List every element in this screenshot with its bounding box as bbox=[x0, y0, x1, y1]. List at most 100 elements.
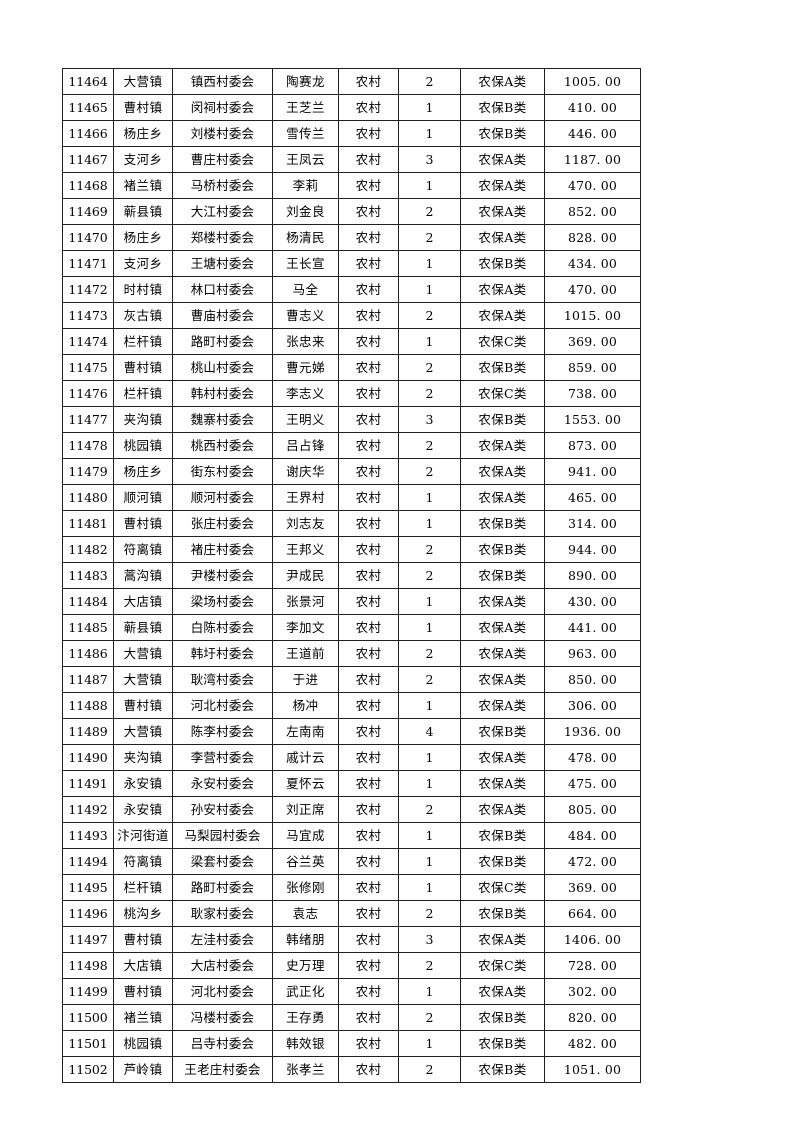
cell-household-type: 农村 bbox=[338, 952, 399, 979]
cell-serial-number: 11471 bbox=[62, 250, 114, 277]
cell-household-type: 农村 bbox=[338, 224, 399, 251]
cell-benefit-category: 农保A类 bbox=[460, 640, 545, 667]
cell-serial-number: 11490 bbox=[62, 744, 114, 771]
table-row: 11490 夹沟镇 李营村委会 戚计云 农村 1 农保A类 478. 00 bbox=[62, 744, 641, 771]
cell-village: 刘楼村委会 bbox=[172, 120, 273, 147]
cell-person-count: 2 bbox=[398, 952, 461, 979]
cell-person-count: 2 bbox=[398, 562, 461, 589]
table-row: 11496 桃沟乡 耿家村委会 袁志 农村 2 农保B类 664. 00 bbox=[62, 900, 641, 927]
cell-serial-number: 11466 bbox=[62, 120, 114, 147]
cell-benefit-category: 农保B类 bbox=[460, 536, 545, 563]
cell-village: 河北村委会 bbox=[172, 692, 273, 719]
cell-benefit-category: 农保A类 bbox=[460, 146, 545, 173]
cell-village: 永安村委会 bbox=[172, 770, 273, 797]
cell-household-type: 农村 bbox=[338, 978, 399, 1005]
cell-village: 路町村委会 bbox=[172, 874, 273, 901]
cell-amount: 446. 00 bbox=[544, 120, 641, 147]
cell-person-name: 李莉 bbox=[272, 172, 339, 199]
cell-household-type: 农村 bbox=[338, 614, 399, 641]
cell-benefit-category: 农保A类 bbox=[460, 614, 545, 641]
cell-benefit-category: 农保A类 bbox=[460, 458, 545, 485]
cell-village: 大江村委会 bbox=[172, 198, 273, 225]
table-row: 11476 栏杆镇 韩村村委会 李志义 农村 2 农保C类 738. 00 bbox=[62, 380, 641, 407]
cell-person-name: 王凤云 bbox=[272, 146, 339, 173]
cell-serial-number: 11483 bbox=[62, 562, 114, 589]
cell-person-count: 2 bbox=[398, 302, 461, 329]
cell-person-count: 1 bbox=[398, 250, 461, 277]
cell-benefit-category: 农保A类 bbox=[460, 432, 545, 459]
table-row: 11497 曹村镇 左洼村委会 韩绪朋 农村 3 农保A类 1406. 00 bbox=[62, 926, 641, 953]
cell-household-type: 农村 bbox=[338, 666, 399, 693]
cell-amount: 430. 00 bbox=[544, 588, 641, 615]
cell-township: 灰古镇 bbox=[113, 302, 173, 329]
cell-serial-number: 11493 bbox=[62, 822, 114, 849]
cell-village: 尹楼村委会 bbox=[172, 562, 273, 589]
table-row: 11466 杨庄乡 刘楼村委会 雪传兰 农村 1 农保B类 446. 00 bbox=[62, 120, 641, 147]
table-row: 11465 曹村镇 闵祠村委会 王芝兰 农村 1 农保B类 410. 00 bbox=[62, 94, 641, 121]
cell-benefit-category: 农保A类 bbox=[460, 978, 545, 1005]
cell-village: 左洼村委会 bbox=[172, 926, 273, 953]
cell-serial-number: 11464 bbox=[62, 68, 114, 95]
cell-person-name: 王明义 bbox=[272, 406, 339, 433]
cell-person-name: 张孝兰 bbox=[272, 1056, 339, 1083]
cell-person-count: 2 bbox=[398, 68, 461, 95]
cell-benefit-category: 农保B类 bbox=[460, 562, 545, 589]
cell-person-count: 3 bbox=[398, 406, 461, 433]
cell-benefit-category: 农保A类 bbox=[460, 588, 545, 615]
cell-township: 时村镇 bbox=[113, 276, 173, 303]
cell-serial-number: 11477 bbox=[62, 406, 114, 433]
cell-person-name: 史万理 bbox=[272, 952, 339, 979]
cell-person-name: 于进 bbox=[272, 666, 339, 693]
cell-household-type: 农村 bbox=[338, 172, 399, 199]
cell-benefit-category: 农保B类 bbox=[460, 822, 545, 849]
cell-household-type: 农村 bbox=[338, 718, 399, 745]
cell-village: 曹庄村委会 bbox=[172, 146, 273, 173]
cell-person-name: 王道前 bbox=[272, 640, 339, 667]
cell-household-type: 农村 bbox=[338, 692, 399, 719]
cell-amount: 441. 00 bbox=[544, 614, 641, 641]
cell-household-type: 农村 bbox=[338, 68, 399, 95]
cell-village: 顺河村委会 bbox=[172, 484, 273, 511]
cell-township: 栏杆镇 bbox=[113, 874, 173, 901]
cell-serial-number: 11499 bbox=[62, 978, 114, 1005]
cell-serial-number: 11467 bbox=[62, 146, 114, 173]
cell-person-name: 刘志友 bbox=[272, 510, 339, 537]
cell-person-count: 2 bbox=[398, 458, 461, 485]
table-row: 11492 永安镇 孙安村委会 刘正席 农村 2 农保A类 805. 00 bbox=[62, 796, 641, 823]
cell-township: 栏杆镇 bbox=[113, 380, 173, 407]
cell-benefit-category: 农保C类 bbox=[460, 328, 545, 355]
cell-person-count: 1 bbox=[398, 588, 461, 615]
cell-serial-number: 11495 bbox=[62, 874, 114, 901]
cell-person-count: 2 bbox=[398, 666, 461, 693]
cell-amount: 944. 00 bbox=[544, 536, 641, 563]
cell-amount: 470. 00 bbox=[544, 276, 641, 303]
cell-township: 大营镇 bbox=[113, 718, 173, 745]
cell-person-count: 2 bbox=[398, 198, 461, 225]
cell-amount: 306. 00 bbox=[544, 692, 641, 719]
cell-benefit-category: 农保B类 bbox=[460, 718, 545, 745]
cell-village: 韩圩村委会 bbox=[172, 640, 273, 667]
cell-serial-number: 11468 bbox=[62, 172, 114, 199]
cell-amount: 1051. 00 bbox=[544, 1056, 641, 1083]
cell-village: 梁场村委会 bbox=[172, 588, 273, 615]
cell-household-type: 农村 bbox=[338, 276, 399, 303]
cell-serial-number: 11475 bbox=[62, 354, 114, 381]
cell-serial-number: 11488 bbox=[62, 692, 114, 719]
cell-amount: 1005. 00 bbox=[544, 68, 641, 95]
cell-household-type: 农村 bbox=[338, 1030, 399, 1057]
cell-person-name: 陶赛龙 bbox=[272, 68, 339, 95]
table-row: 11494 符离镇 梁套村委会 谷兰英 农村 1 农保B类 472. 00 bbox=[62, 848, 641, 875]
cell-serial-number: 11480 bbox=[62, 484, 114, 511]
cell-household-type: 农村 bbox=[338, 640, 399, 667]
cell-person-name: 王邦义 bbox=[272, 536, 339, 563]
cell-household-type: 农村 bbox=[338, 354, 399, 381]
cell-township: 褚兰镇 bbox=[113, 1004, 173, 1031]
cell-household-type: 农村 bbox=[338, 380, 399, 407]
cell-village: 张庄村委会 bbox=[172, 510, 273, 537]
cell-person-name: 谷兰英 bbox=[272, 848, 339, 875]
cell-serial-number: 11465 bbox=[62, 94, 114, 121]
cell-person-count: 1 bbox=[398, 94, 461, 121]
cell-township: 杨庄乡 bbox=[113, 224, 173, 251]
cell-household-type: 农村 bbox=[338, 198, 399, 225]
cell-person-count: 1 bbox=[398, 172, 461, 199]
